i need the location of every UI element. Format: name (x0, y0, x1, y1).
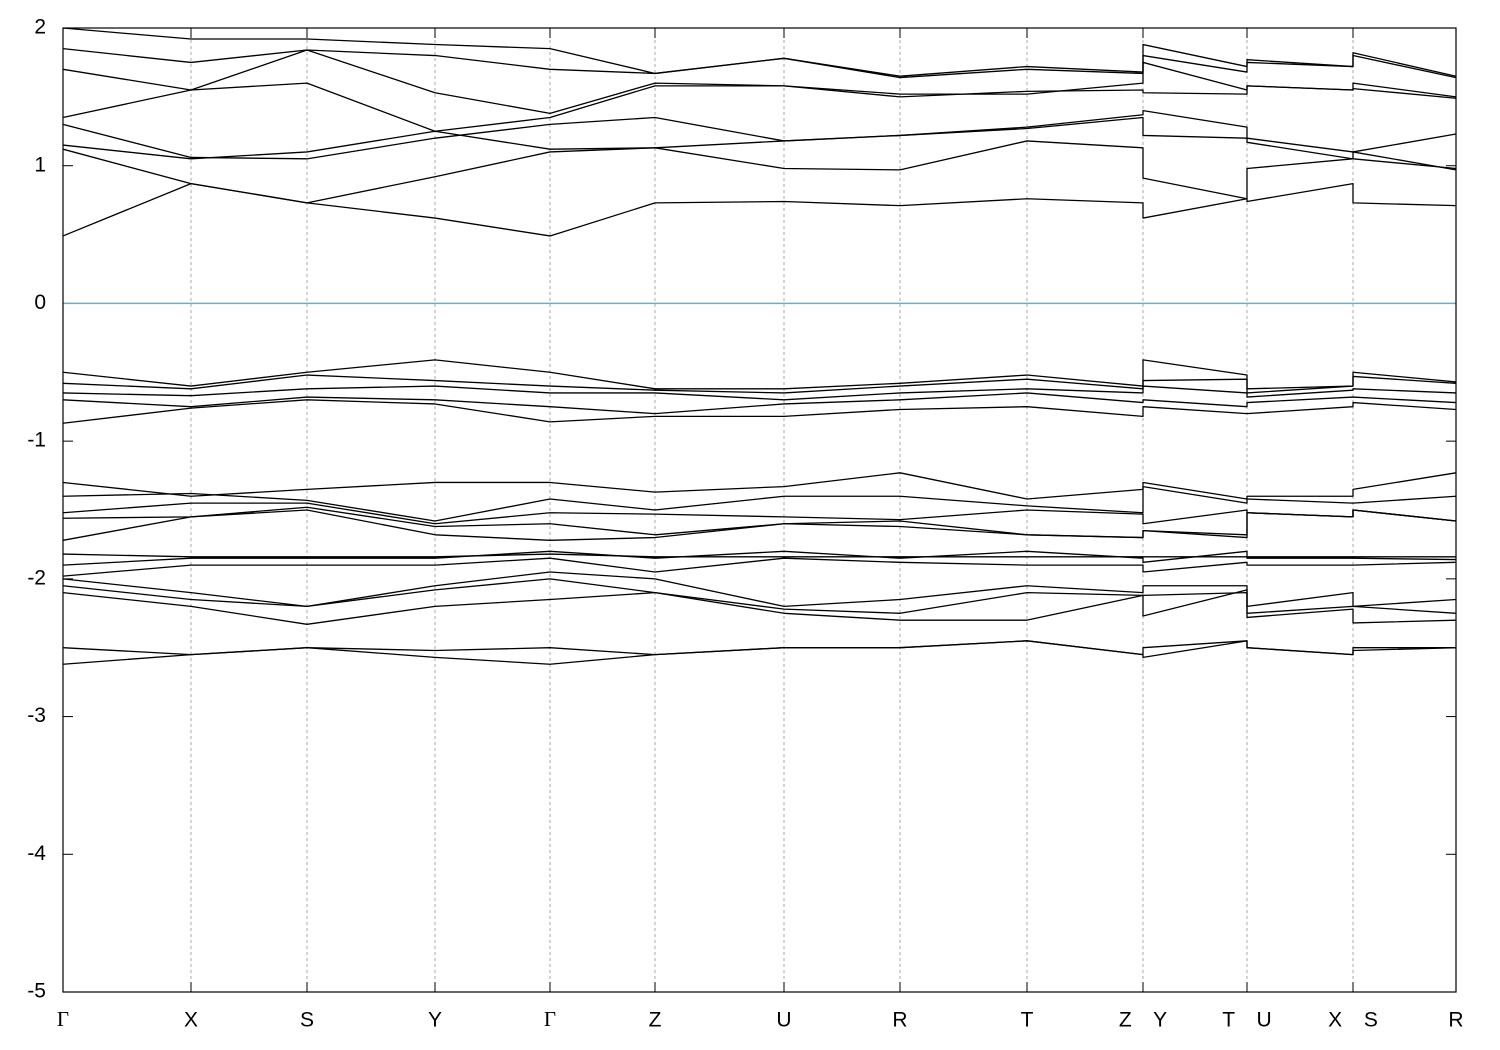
x-tick-label: T U (1222, 1009, 1271, 1032)
x-tick-label: X S (1328, 1009, 1378, 1032)
band-line (62, 392, 1457, 415)
band-line (62, 374, 1457, 394)
x-tick-label: Γ (57, 1007, 69, 1031)
band-line (62, 550, 1457, 566)
band-line (62, 509, 1457, 541)
y-tick-label: 1 (34, 153, 46, 176)
y-tick-label: -2 (27, 566, 46, 589)
x-tick-label: Z Y (1119, 1009, 1167, 1032)
band-line (62, 27, 1457, 77)
band-line (62, 385, 1457, 401)
x-tick-label: Γ (544, 1007, 556, 1031)
x-tick-label: X (184, 1009, 198, 1032)
x-tick-label: T (1021, 1009, 1034, 1032)
x-tick-label: Y (428, 1009, 442, 1032)
plot-frame (62, 27, 1457, 993)
y-tick-label: -3 (27, 704, 46, 727)
y-tick-label: -1 (27, 429, 46, 452)
band-line (62, 640, 1457, 665)
x-tick-label: Z (649, 1009, 662, 1032)
band-line (62, 359, 1457, 390)
band-line (62, 182, 1457, 237)
y-tick-label: 2 (34, 16, 46, 39)
band-line (62, 48, 1457, 79)
x-tick-label: R (1448, 1009, 1463, 1032)
band-line (62, 485, 1457, 522)
band-line (62, 49, 1457, 115)
band-line (62, 140, 1457, 204)
band-line (62, 472, 1457, 500)
band-line (62, 109, 1457, 160)
band-line (62, 571, 1457, 608)
band-line (62, 399, 1457, 424)
y-tick-label: -5 (27, 980, 46, 1003)
x-tick-label: R (892, 1009, 907, 1032)
band-line (62, 557, 1457, 577)
x-tick-label: S (300, 1009, 314, 1032)
x-tick-label: U (776, 1009, 791, 1032)
band-line (62, 589, 1457, 625)
y-tick-label: -4 (27, 842, 46, 865)
y-tick-label: 0 (34, 291, 46, 314)
